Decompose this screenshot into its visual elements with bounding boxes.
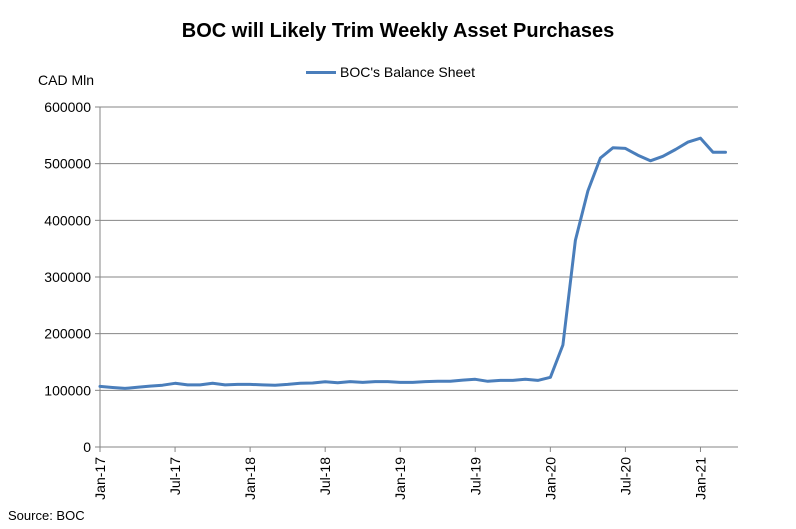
chart-title: BOC will Likely Trim Weekly Asset Purcha…: [181, 20, 615, 42]
x-tick-label: Jan-20: [542, 457, 558, 500]
x-tick-label: Jul-19: [467, 457, 483, 495]
source-note: Source: BOC: [8, 508, 85, 523]
legend-label: BOC's Balance Sheet: [340, 64, 475, 80]
y-axis-label: CAD Mln: [38, 72, 95, 88]
x-tick-label: Jan-18: [242, 457, 258, 500]
legend: BOC's Balance Sheet: [306, 64, 475, 80]
x-tick-label: Jul-17: [167, 457, 183, 495]
y-tick-label: 0: [83, 439, 91, 455]
y-tick-label: 300000: [44, 269, 91, 285]
y-tick-label: 600000: [44, 99, 91, 115]
x-tick-label: Jul-20: [617, 457, 633, 495]
x-tick-label: Jan-19: [392, 457, 408, 500]
legend-swatch: [306, 70, 336, 74]
x-tick-label: Jan-17: [92, 457, 108, 500]
y-tick-label: 400000: [44, 212, 91, 228]
y-tick-label: 100000: [44, 382, 91, 398]
series-line: [98, 136, 727, 390]
x-tick-label: Jul-18: [317, 457, 333, 495]
y-tick-label: 200000: [44, 326, 91, 342]
y-tick-label: 500000: [44, 156, 91, 172]
x-tick-label: Jan-21: [692, 457, 708, 500]
